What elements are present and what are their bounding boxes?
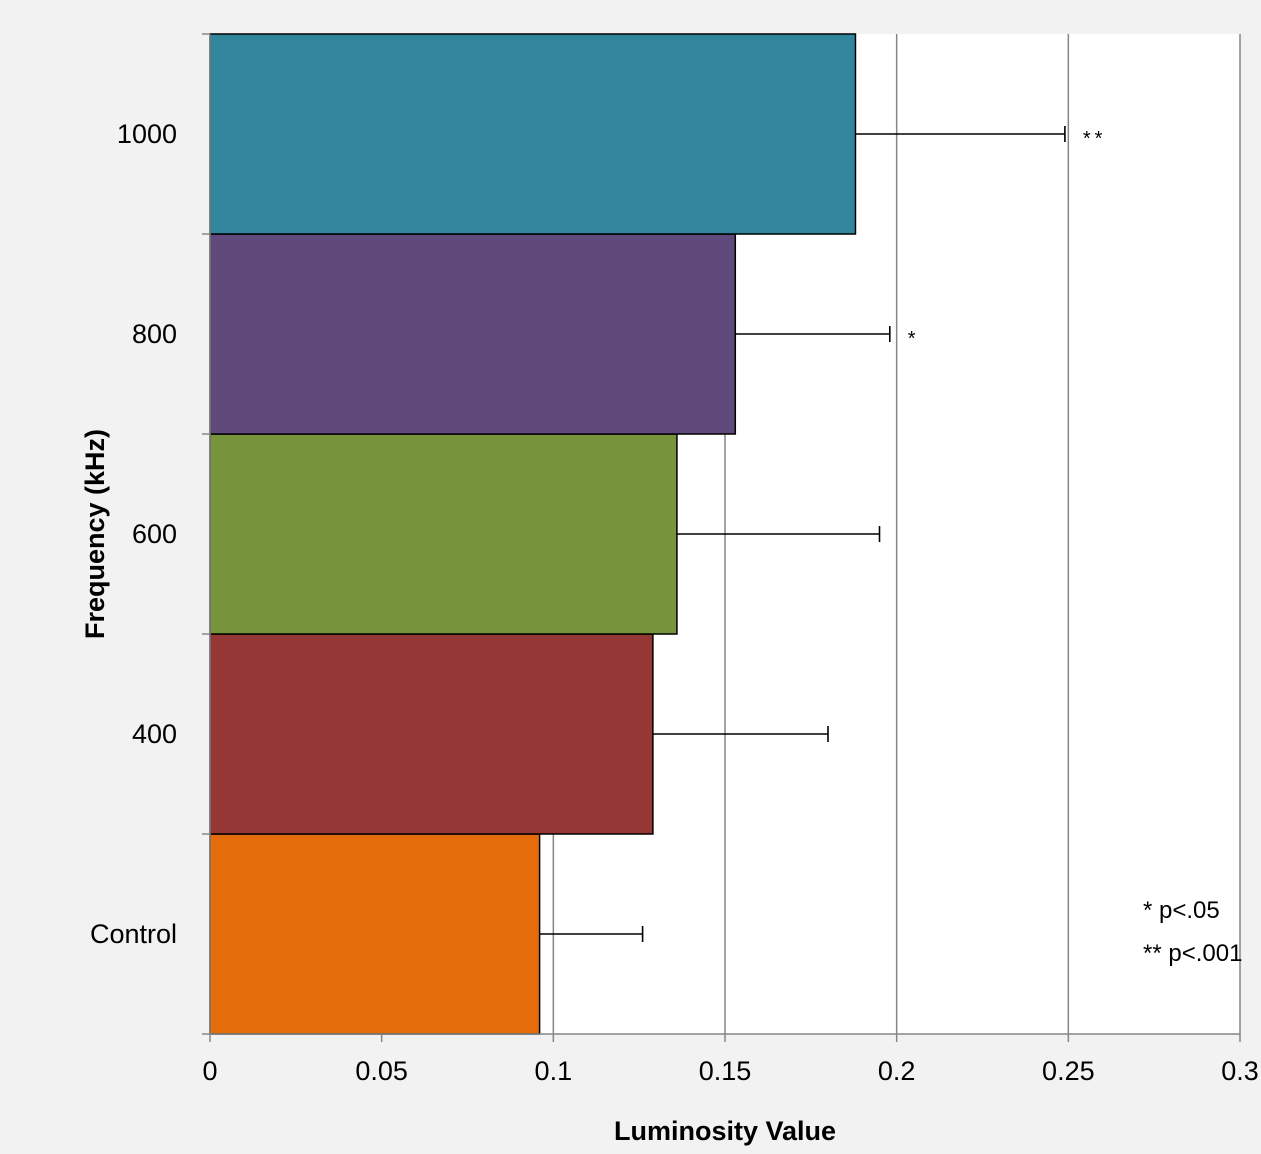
significance-note-2: ** p<.001 <box>1143 940 1242 967</box>
y-tick-label: Control <box>90 919 177 949</box>
significance-marker: * * <box>1083 128 1103 150</box>
x-tick-label: 0.25 <box>1042 1056 1095 1086</box>
x-tick-label: 0.2 <box>878 1056 916 1086</box>
y-tick-label: 600 <box>132 519 177 549</box>
bars <box>209 33 1066 1035</box>
significance-marker: * <box>908 328 916 350</box>
x-tick-label: 0.15 <box>699 1056 752 1086</box>
y-axis-title: Frequency (kHz) <box>80 429 110 639</box>
bar-800 <box>209 233 737 435</box>
bar-1000 <box>209 33 857 235</box>
bar-600 <box>209 433 678 635</box>
labels: 0 0.05 0.1 0.15 0.2 0.25 0.3 Control 400 600 * 800 *… <box>90 119 1259 1086</box>
bar-control <box>209 833 541 1035</box>
x-tick-label: 0.05 <box>355 1056 408 1086</box>
axes <box>202 33 1241 1042</box>
x-tick-label: 0.1 <box>535 1056 573 1086</box>
y-tick-label: 400 <box>132 719 177 749</box>
y-tick-label: 800 <box>132 319 177 349</box>
x-tick-label: 0.3 <box>1221 1056 1259 1086</box>
bar-400 <box>209 633 654 835</box>
x-axis-title: Luminosity Value <box>614 1116 836 1146</box>
significance-note-1: * p<.05 <box>1143 897 1220 924</box>
y-tick-label: 1000 <box>117 119 177 149</box>
x-tick-label: 0 <box>202 1056 217 1086</box>
